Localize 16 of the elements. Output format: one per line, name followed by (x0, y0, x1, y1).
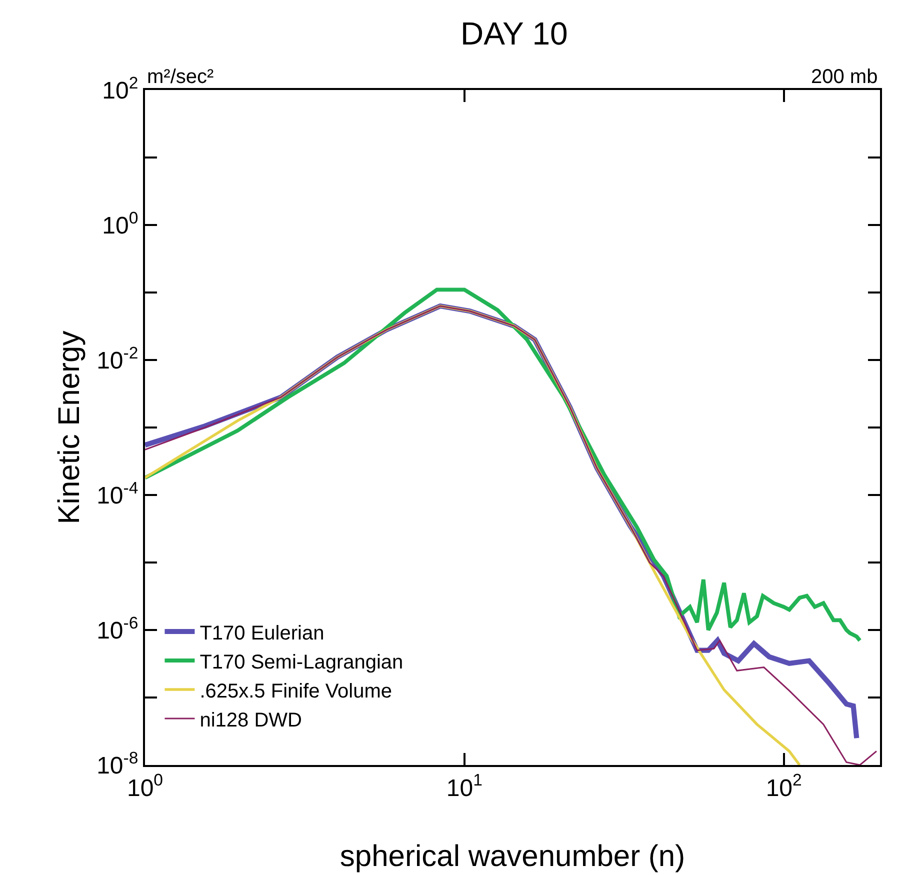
y-tick-label: 10$^{-6}$ (96, 613, 138, 644)
y-tick-label: 10$^{-2}$ (96, 343, 138, 374)
chart-title: DAY 10 (460, 15, 568, 52)
x-tick-label: 10$^{1}$ (446, 770, 482, 802)
legend-label: ni128 DWD (200, 709, 302, 732)
x-tick-label: 10$^{2}$ (766, 770, 802, 802)
text: 200 mb (811, 66, 878, 88)
legend-label: T170 Semi-Lagrangian (200, 651, 404, 674)
legend-label: .625x.5 Finife Volume (200, 680, 392, 702)
y-axis-title: Kinetic Energy (53, 330, 86, 524)
text: m²/sec² (147, 66, 214, 88)
y-tick-label: 10$^{0}$ (102, 208, 138, 240)
x-axis-title: spherical wavenumber (n) (340, 840, 686, 873)
y-tick-label: 10$^{2}$ (102, 73, 138, 104)
legend-label: T170 Eulerian (200, 622, 324, 644)
y-tick-label: 10$^{-4}$ (96, 478, 138, 510)
